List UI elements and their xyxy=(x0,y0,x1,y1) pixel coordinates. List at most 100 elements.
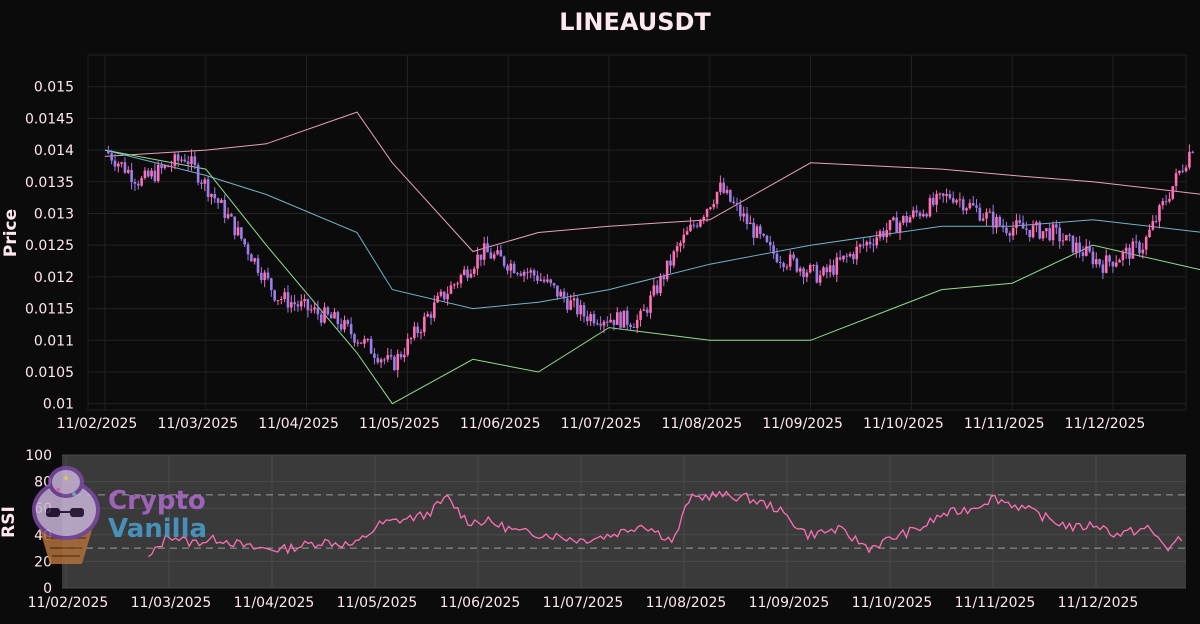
candle-body xyxy=(456,283,459,285)
candle-body xyxy=(359,342,363,344)
candle-body xyxy=(609,319,612,323)
candle-body xyxy=(339,324,343,330)
candle-body xyxy=(868,241,872,245)
chart-title: LINEAUSDT xyxy=(559,8,711,36)
candle-body xyxy=(652,285,656,296)
candle-body xyxy=(675,246,679,252)
candle-body xyxy=(150,170,153,177)
candle-body xyxy=(1084,246,1088,256)
price-x-tick-label: 11/10/2025 xyxy=(863,416,944,432)
candle-body xyxy=(765,235,769,243)
candle-body xyxy=(569,300,572,310)
candle-body xyxy=(1188,151,1191,168)
candle-body xyxy=(1158,205,1161,222)
candle-body xyxy=(1184,167,1188,172)
rsi-x-tick-label: 11/03/2025 xyxy=(131,595,212,611)
candle-body xyxy=(566,298,569,310)
candle-body xyxy=(592,314,596,324)
candle-body xyxy=(529,270,533,273)
candle-body xyxy=(1088,246,1091,252)
candle-body xyxy=(409,337,413,339)
candle-body xyxy=(130,169,133,182)
candle-body xyxy=(925,214,928,217)
candle-body xyxy=(625,310,629,325)
candle-body xyxy=(366,338,370,340)
candle-body xyxy=(552,283,556,286)
upper-band-line xyxy=(104,111,1200,253)
candle-body xyxy=(166,165,170,168)
candle-body xyxy=(715,191,719,205)
candle-body xyxy=(176,154,180,161)
price-plot-area xyxy=(87,54,1187,411)
candle-body xyxy=(755,226,759,238)
candle-body xyxy=(679,242,682,247)
candle-body xyxy=(825,267,829,273)
candle-body xyxy=(1141,249,1145,254)
candle-body xyxy=(1071,235,1075,253)
candle-body xyxy=(782,263,785,268)
candle-body xyxy=(995,216,998,228)
candle-body xyxy=(329,314,333,319)
candle-body xyxy=(788,254,792,267)
candle-body xyxy=(186,161,190,165)
rsi-x-tick-label: 11/02/2025 xyxy=(28,595,109,611)
rsi-y-tick-label: 0 xyxy=(43,581,52,597)
candle-body xyxy=(1068,234,1071,236)
candle-body xyxy=(649,295,652,313)
price-y-tick-label: 0.011 xyxy=(34,333,74,349)
candle-body xyxy=(223,200,227,218)
price-axis-label: Price xyxy=(1,209,21,257)
rsi-axis-label: RSI xyxy=(0,506,19,538)
candle-body xyxy=(629,324,632,328)
candle-body xyxy=(905,215,908,223)
candle-body xyxy=(279,299,283,301)
candle-body xyxy=(316,307,320,315)
candle-body xyxy=(559,291,563,297)
candle-body xyxy=(519,273,523,276)
candle-body xyxy=(210,193,213,197)
logo-text-crypto: Crypto xyxy=(108,486,206,516)
candle-body xyxy=(978,207,982,221)
candle-body xyxy=(389,355,393,357)
candle-body xyxy=(802,268,805,278)
candle-body xyxy=(562,291,566,299)
candle-body xyxy=(160,164,163,169)
candle-body xyxy=(768,242,772,246)
candle-body xyxy=(146,170,150,177)
candle-body xyxy=(1065,234,1068,241)
candle-body xyxy=(1138,242,1141,254)
candle-body xyxy=(403,354,406,358)
rsi-x-tick-label: 11/12/2025 xyxy=(1058,595,1139,611)
price-y-tick-label: 0.0145 xyxy=(25,111,74,127)
candle-body xyxy=(991,211,995,228)
candle-body xyxy=(835,257,839,275)
rsi-x-tick-label: 11/08/2025 xyxy=(646,595,727,611)
price-y-tick-label: 0.01 xyxy=(43,397,74,413)
candle-body xyxy=(459,274,463,284)
candle-body xyxy=(512,263,516,274)
candle-body xyxy=(536,275,539,281)
candle-body xyxy=(153,170,157,182)
candle-body xyxy=(1114,262,1118,267)
candle-body xyxy=(306,299,310,311)
candle-body xyxy=(602,321,606,326)
candle-body xyxy=(695,225,699,227)
candle-body xyxy=(423,316,426,333)
price-y-ticks: 0.01 0.0105 0.011 0.0115 0.012 0.0125 0.013 0.0… xyxy=(25,80,74,413)
candle-body xyxy=(270,278,273,291)
candle-body xyxy=(1094,259,1098,265)
candle-body xyxy=(546,279,549,282)
candle-body xyxy=(582,305,586,317)
candle-body xyxy=(918,212,922,217)
candle-body xyxy=(449,285,453,294)
candle-body xyxy=(586,316,589,322)
price-x-tick-label: 11/11/2025 xyxy=(964,416,1045,432)
candle-body xyxy=(759,226,762,234)
candle-body xyxy=(948,194,952,199)
candle-body xyxy=(902,215,905,223)
candle-body xyxy=(928,198,932,217)
candle-body xyxy=(1164,201,1168,203)
candle-body xyxy=(1174,173,1178,187)
candle-body xyxy=(855,246,859,260)
